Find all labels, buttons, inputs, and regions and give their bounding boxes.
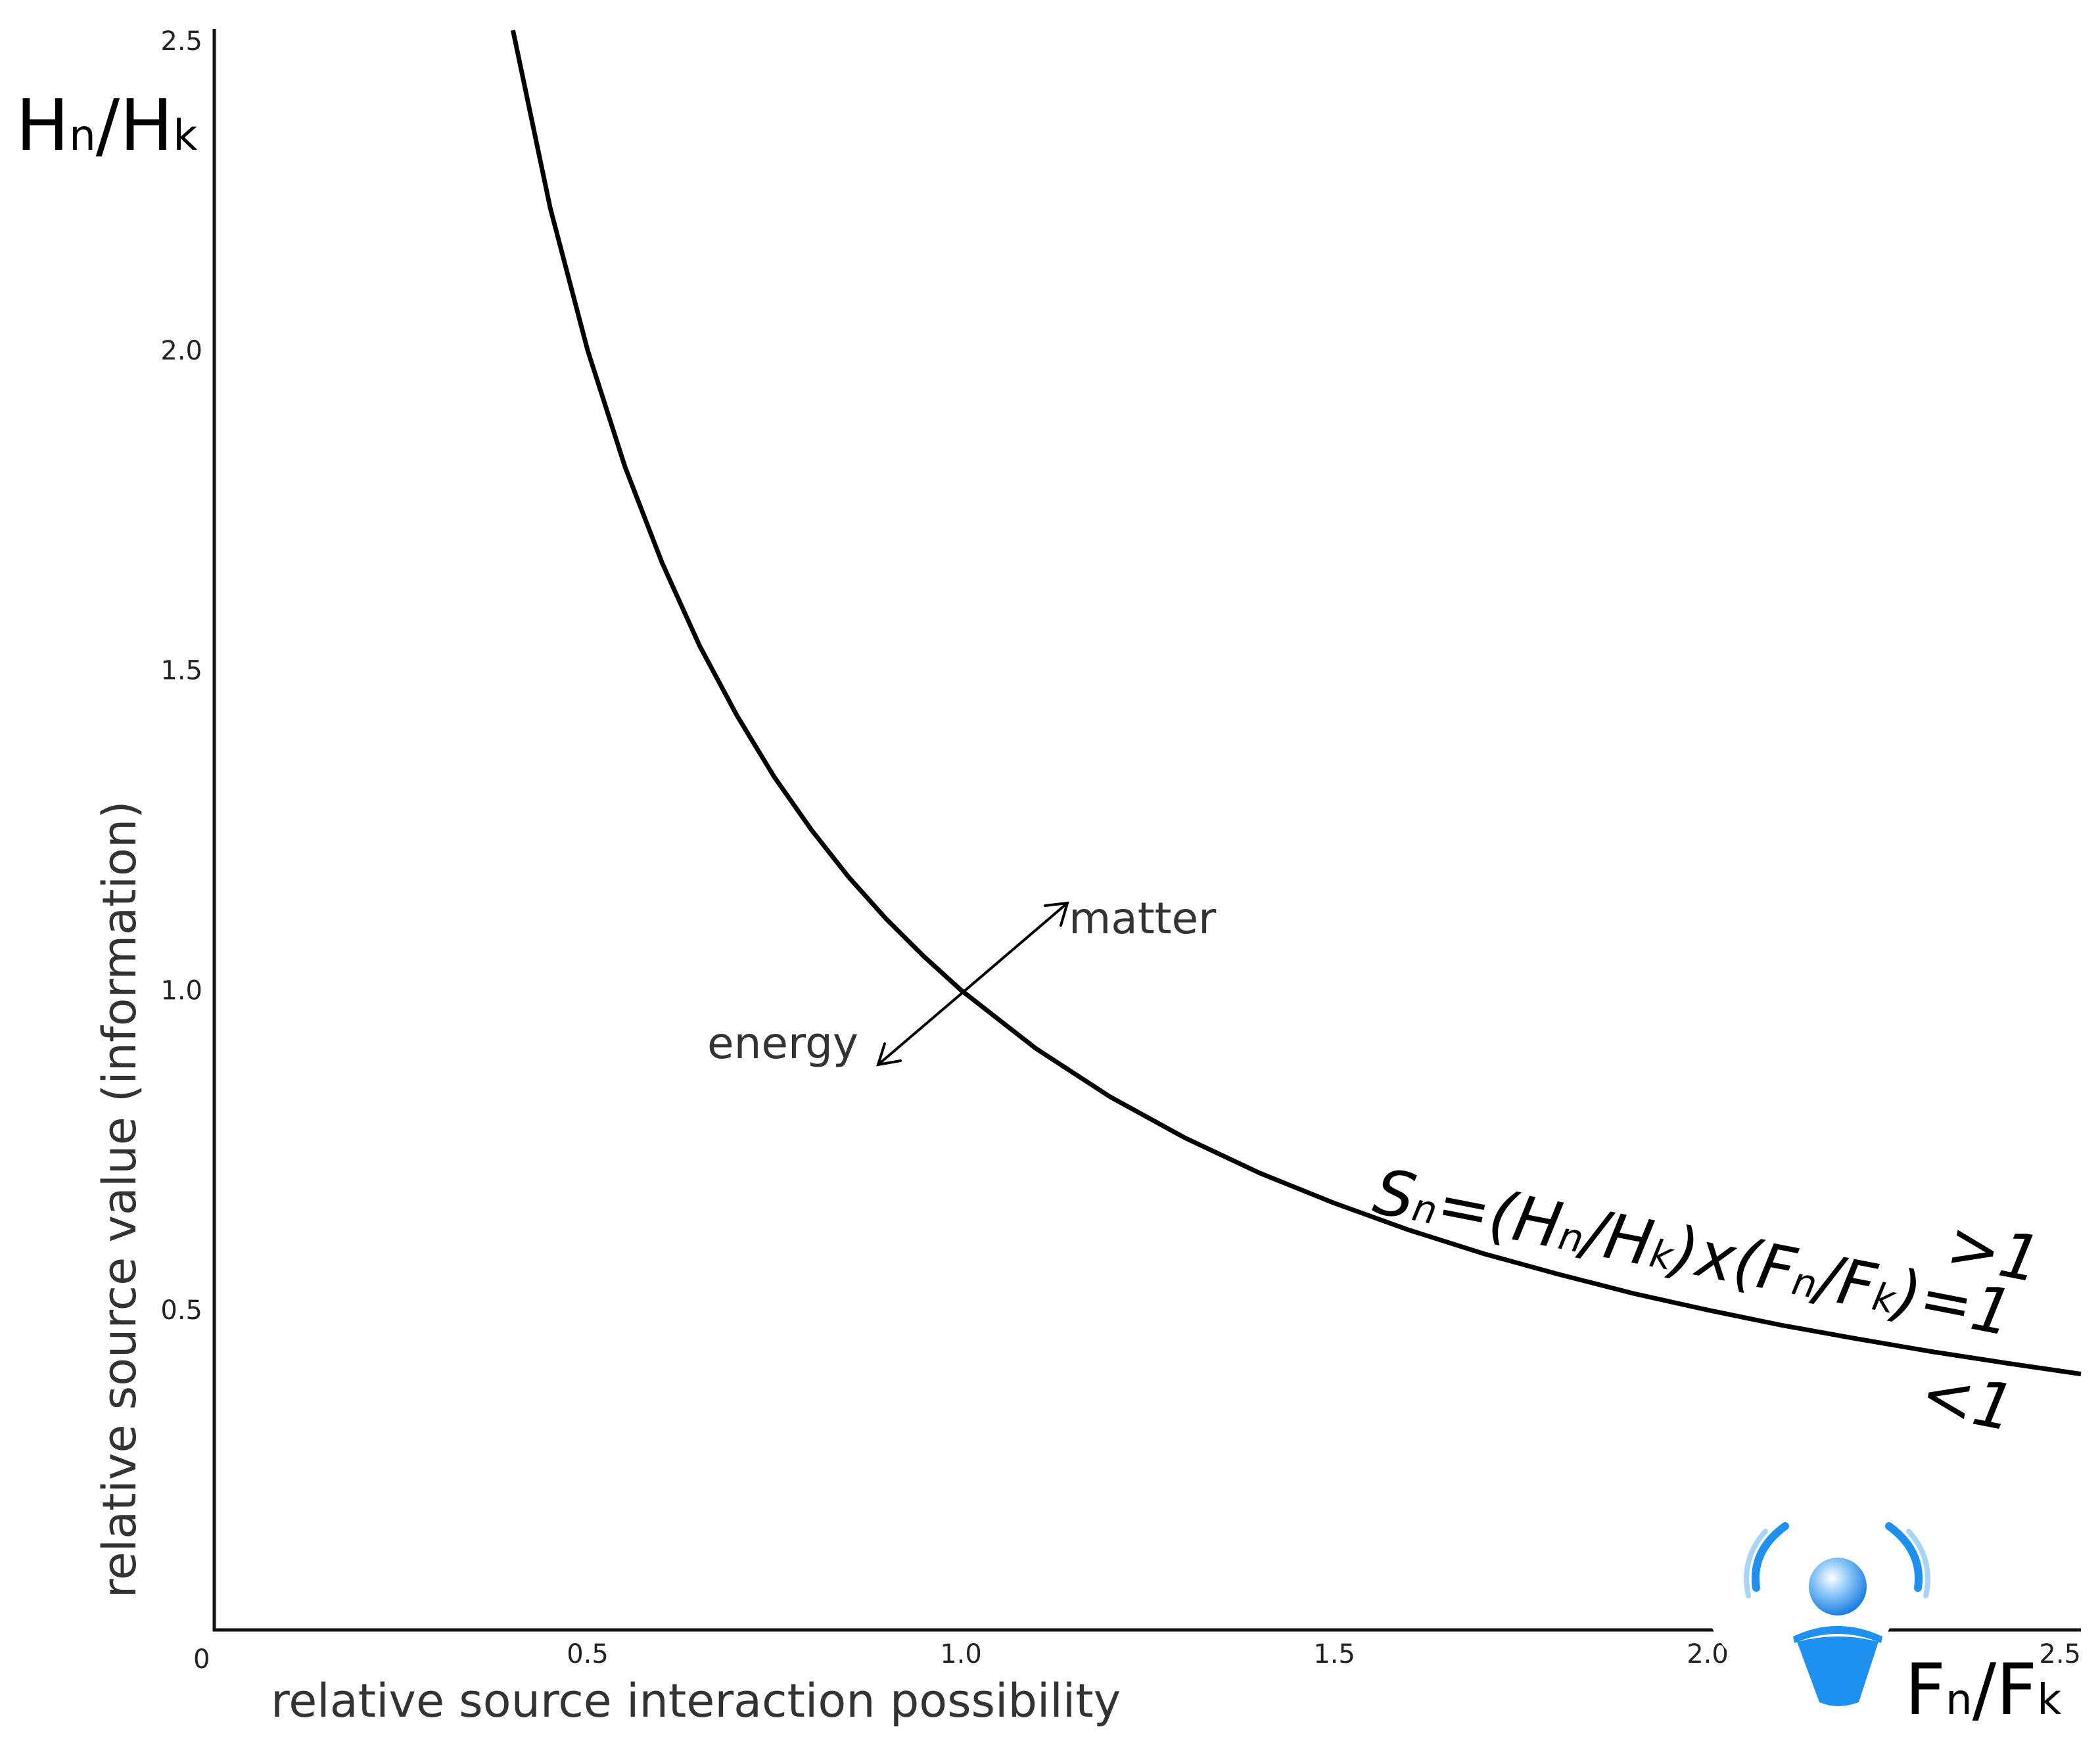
y-axis-symbol-main: H bbox=[16, 85, 69, 167]
greater-than-one-label: >1 bbox=[1942, 1207, 2047, 1297]
origin-label: 0 bbox=[193, 1644, 210, 1675]
logo-icon bbox=[1702, 1487, 1930, 1706]
energy-matter-arrow bbox=[876, 901, 1069, 1067]
x-tick-labels: 0.5 1.0 1.5 2.0 2.5 bbox=[567, 1639, 2081, 1669]
less-than-one-label: <1 bbox=[1915, 1356, 2020, 1446]
x-tick-label: 1.0 bbox=[940, 1639, 982, 1669]
x-tick-label: 1.5 bbox=[1313, 1639, 1355, 1669]
formula-part3: )x(F bbox=[1663, 1212, 1803, 1309]
x-axis-symbol-sub2: k bbox=[2037, 1676, 2061, 1725]
x-tick-label: 2.0 bbox=[1687, 1639, 1729, 1669]
formula-label: Sn=(Hn/Hk)x(Fn/Fk)=1 bbox=[1368, 1155, 2019, 1351]
x-axis-symbol: Fn/Fk bbox=[1905, 1649, 2061, 1731]
x-axis-symbol-main: F bbox=[1905, 1649, 1946, 1731]
logo-left-arc bbox=[1752, 1522, 1789, 1592]
y-tick-label: 1.5 bbox=[160, 656, 202, 686]
x-tick-label: 0.5 bbox=[567, 1639, 609, 1669]
logo-outer-right-arc bbox=[1906, 1529, 1930, 1598]
x-axis-label: relative source interaction possibility bbox=[271, 1674, 1121, 1728]
y-axis-symbol-sep: / bbox=[96, 85, 120, 167]
x-axis-symbol-main2: F bbox=[1996, 1649, 2037, 1731]
energy-label: energy bbox=[707, 1018, 858, 1069]
formula-part1: =(H bbox=[1432, 1167, 1568, 1263]
x-axis-symbol-sep: / bbox=[1972, 1649, 1997, 1731]
y-axis-symbol-sub2: k bbox=[173, 112, 197, 160]
y-axis-symbol-main2: H bbox=[120, 85, 173, 167]
y-axis-label: relative source value (information) bbox=[93, 801, 147, 1598]
y-tick-label: 1.0 bbox=[160, 975, 202, 1006]
y-tick-label: 0.5 bbox=[160, 1295, 202, 1326]
logo-right-arc bbox=[1885, 1522, 1923, 1592]
y-axis-symbol: Hn/Hk bbox=[16, 85, 197, 167]
y-tick-labels: 0.5 1.0 1.5 2.0 2.5 bbox=[160, 26, 202, 1326]
x-axis-symbol-sub: n bbox=[1946, 1676, 1972, 1725]
y-axis-symbol-sub: n bbox=[69, 112, 96, 160]
y-tick-label: 2.5 bbox=[160, 26, 202, 57]
logo-outer-left-arc bbox=[1744, 1529, 1768, 1598]
matter-label: matter bbox=[1069, 893, 1217, 944]
y-tick-label: 2.0 bbox=[160, 336, 202, 366]
logo-body bbox=[1797, 1637, 1878, 1706]
x-tick-label: 2.5 bbox=[2039, 1639, 2081, 1669]
logo-shoulders bbox=[1793, 1626, 1882, 1643]
series-line bbox=[510, 30, 2082, 1377]
formula-part2: /H bbox=[1572, 1194, 1659, 1280]
logo-head bbox=[1809, 1558, 1867, 1615]
